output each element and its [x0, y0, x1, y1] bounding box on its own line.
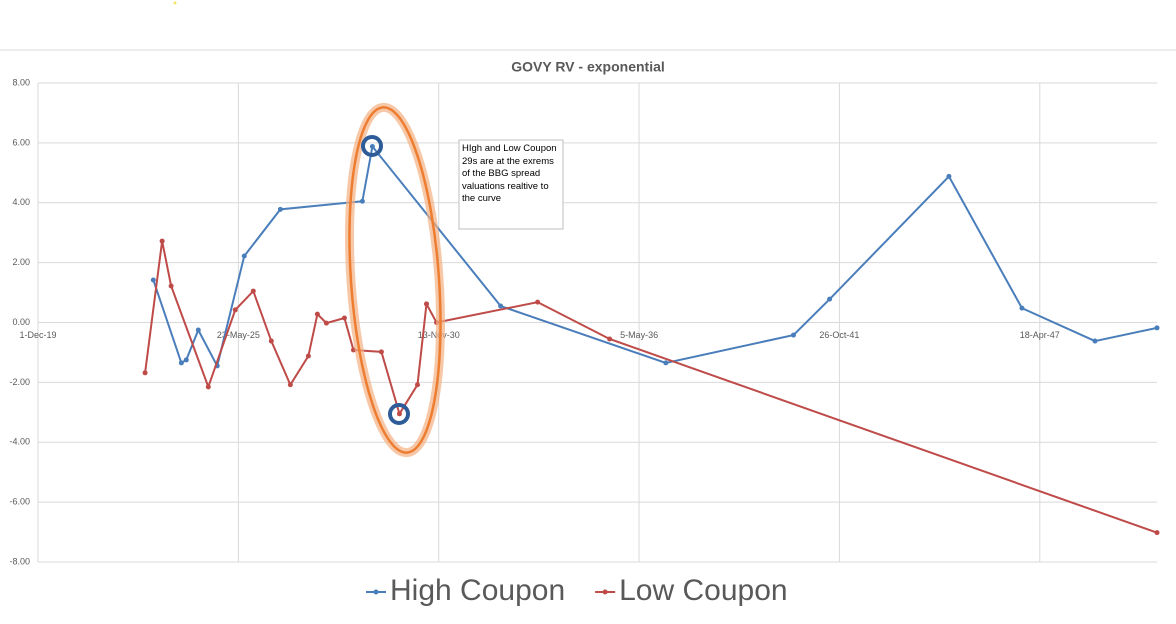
callout-circle	[388, 403, 410, 425]
data-point	[195, 327, 201, 333]
chart-title: GOVY RV - exponential	[511, 59, 665, 75]
data-point	[396, 411, 402, 417]
data-point	[277, 206, 283, 212]
y-tick-label: -4.00	[9, 437, 30, 447]
y-tick-label: -8.00	[9, 556, 30, 566]
data-point	[535, 299, 541, 305]
data-point	[663, 360, 669, 366]
data-point	[946, 173, 952, 179]
data-point	[414, 382, 420, 388]
data-point	[423, 301, 429, 307]
legend-marker	[602, 589, 608, 595]
data-point	[369, 143, 375, 149]
x-tick-label: 5-May-36	[620, 330, 658, 340]
data-point	[178, 360, 184, 366]
legend-label: Low Coupon	[619, 574, 787, 607]
legend-marker	[373, 589, 379, 595]
series-line	[144, 240, 1158, 534]
annotation-box	[458, 139, 564, 230]
data-point	[607, 336, 613, 342]
highlight	[348, 106, 442, 454]
data-point	[1154, 530, 1160, 536]
data-point	[498, 303, 504, 309]
data-point	[168, 283, 174, 289]
data-point	[1154, 325, 1160, 331]
data-point	[241, 253, 247, 259]
y-tick-label: 0.00	[12, 317, 30, 327]
callout-circle	[361, 135, 383, 157]
x-tick-label: 23-May-25	[217, 330, 260, 340]
data-point	[150, 277, 156, 283]
y-tick-label: -6.00	[9, 497, 30, 507]
dot	[173, 1, 177, 5]
data-point	[827, 296, 833, 302]
data-point	[159, 238, 165, 244]
data-point	[790, 332, 796, 338]
data-point	[341, 315, 347, 321]
data-point	[287, 382, 293, 388]
y-tick-label: -2.00	[9, 377, 30, 387]
y-tick-label: 2.00	[12, 257, 30, 267]
legend-label: High Coupon	[390, 574, 565, 607]
data-point	[305, 353, 311, 359]
x-tick-label: 1-Dec-19	[19, 330, 56, 340]
x-tick-label: 26-Oct-41	[819, 330, 859, 340]
data-point	[314, 311, 320, 317]
data-point	[1019, 305, 1025, 311]
data-point	[378, 349, 384, 355]
annotation-holder: HIgh and Low Coupon 29s are at the exrem…	[462, 143, 557, 204]
data-point	[323, 320, 329, 326]
annotation: HIgh and Low Coupon 29s are at the exrem…	[462, 143, 557, 204]
y-tick-label: 8.00	[12, 77, 30, 87]
data-point	[205, 384, 211, 390]
data-point	[1092, 338, 1098, 344]
data-point	[142, 370, 148, 376]
y-tick-label: 6.00	[12, 137, 30, 147]
y-tick-label: 4.00	[12, 197, 30, 207]
data-point	[183, 357, 189, 363]
data-point	[250, 288, 256, 294]
data-point	[359, 198, 365, 204]
data-point	[232, 307, 238, 313]
data-point	[268, 338, 274, 344]
x-tick-label: 18-Apr-47	[1020, 330, 1060, 340]
